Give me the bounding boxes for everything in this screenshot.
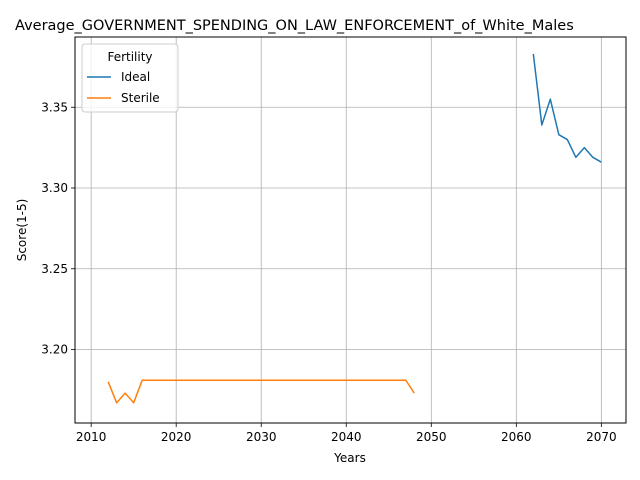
x-tick-label: 2050 [416,430,447,444]
x-tick-label: 2070 [586,430,617,444]
legend-title: Fertility [107,50,152,64]
x-tick-label: 2060 [501,430,532,444]
chart-title: Average_GOVERNMENT_SPENDING_ON_LAW_ENFOR… [15,18,574,34]
y-tick-label: 3.25 [41,262,68,276]
y-tick-label: 3.30 [41,181,68,195]
x-tick-label: 2020 [161,430,192,444]
legend-label-ideal: Ideal [121,70,150,84]
x-tick-label: 2040 [331,430,362,444]
legend: Fertility Ideal Sterile [81,43,179,113]
x-tick-label: 2010 [76,430,107,444]
x-axis-ticks: 2010 2020 2030 2040 2050 2060 2070 [76,423,617,444]
series-line-ideal [532,53,602,163]
y-axis-ticks: 3.20 3.25 3.30 3.35 [41,100,75,357]
y-tick-label: 3.20 [41,343,68,357]
series-lines [107,53,602,404]
series-line-sterile [107,379,415,404]
y-tick-label: 3.35 [41,100,68,114]
y-axis-label: Score(1-5) [15,199,29,262]
x-tick-label: 2030 [246,430,277,444]
legend-label-sterile: Sterile [121,91,160,105]
legend-box [81,43,179,113]
x-axis-label: Years [333,451,366,465]
plot-frame [74,36,627,424]
